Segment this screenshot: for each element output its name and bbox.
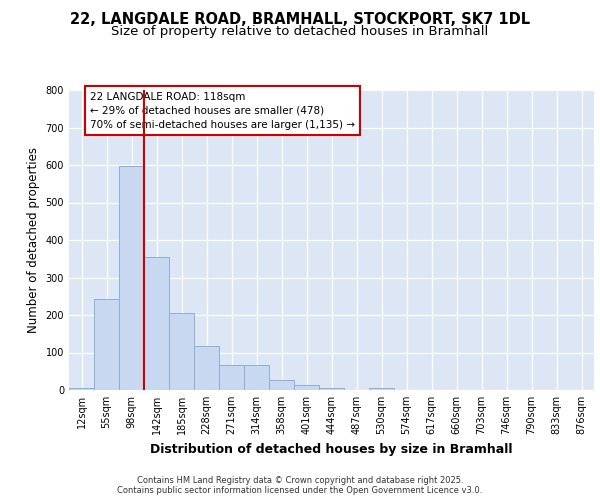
- Bar: [294, 385, 319, 390]
- Bar: [144, 257, 169, 390]
- Bar: [369, 388, 394, 390]
- Bar: [69, 388, 94, 390]
- X-axis label: Distribution of detached houses by size in Bramhall: Distribution of detached houses by size …: [150, 442, 513, 456]
- Bar: [244, 364, 269, 390]
- Text: Size of property relative to detached houses in Bramhall: Size of property relative to detached ho…: [112, 25, 488, 38]
- Y-axis label: Number of detached properties: Number of detached properties: [27, 147, 40, 333]
- Text: 22, LANGDALE ROAD, BRAMHALL, STOCKPORT, SK7 1DL: 22, LANGDALE ROAD, BRAMHALL, STOCKPORT, …: [70, 12, 530, 28]
- Text: Contains HM Land Registry data © Crown copyright and database right 2025.
Contai: Contains HM Land Registry data © Crown c…: [118, 476, 482, 495]
- Bar: [94, 299, 119, 390]
- Bar: [219, 364, 244, 390]
- Bar: [319, 388, 344, 390]
- Bar: [194, 346, 219, 390]
- Bar: [169, 313, 194, 390]
- Bar: [269, 380, 294, 390]
- Text: 22 LANGDALE ROAD: 118sqm
← 29% of detached houses are smaller (478)
70% of semi-: 22 LANGDALE ROAD: 118sqm ← 29% of detach…: [90, 92, 355, 130]
- Bar: [119, 166, 144, 390]
